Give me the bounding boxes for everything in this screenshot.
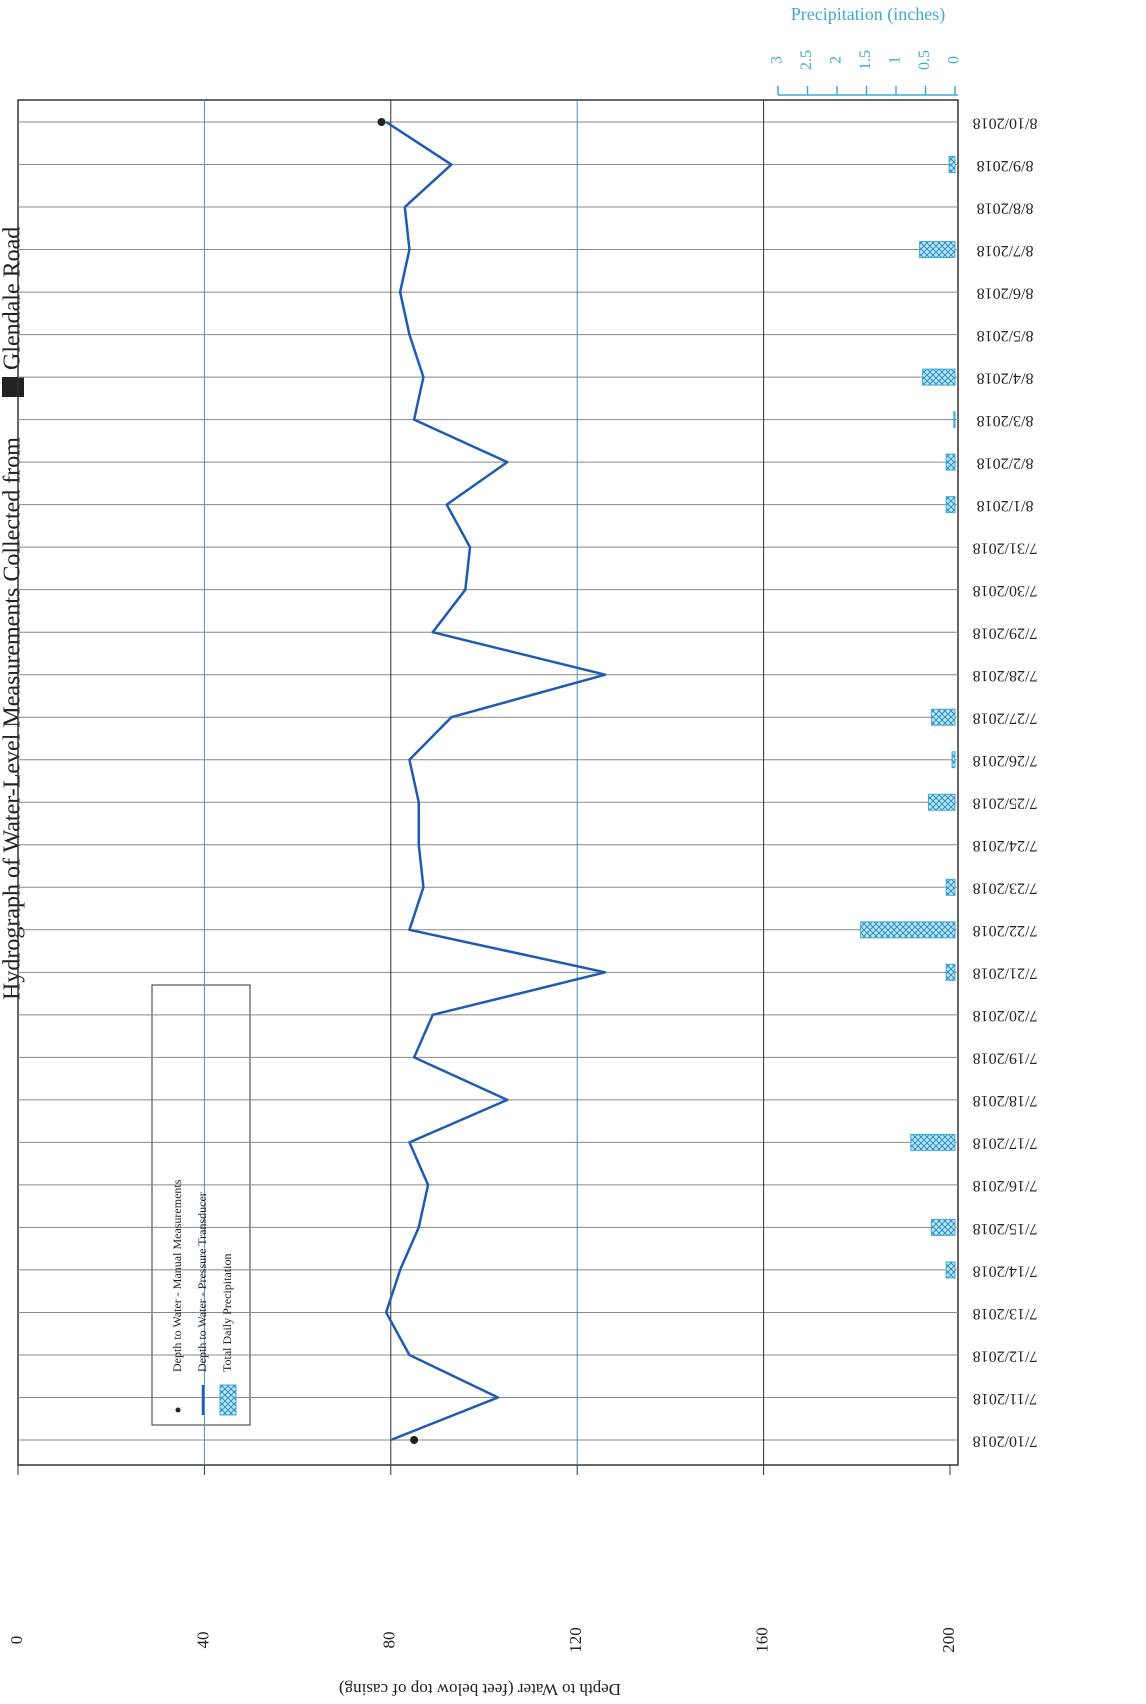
x-tick-label: 7/16/2018	[973, 1177, 1038, 1194]
x-tick-label: 8/8/2018	[977, 199, 1034, 216]
x-tick-label: 8/3/2018	[977, 412, 1034, 429]
legend	[151, 984, 251, 1426]
x-tick-label: 7/12/2018	[973, 1347, 1038, 1364]
x-tick-label: 8/9/2018	[977, 157, 1034, 174]
x-tick-label: 7/18/2018	[973, 1092, 1038, 1109]
manual-point	[410, 1436, 419, 1444]
y2-tick-label: 3	[769, 56, 786, 64]
precip-bar	[951, 751, 956, 769]
x-tick-label: 7/28/2018	[973, 667, 1038, 684]
plot-frame	[17, 99, 959, 1466]
depth-line	[384, 120, 607, 1442]
x-tick-label: 7/13/2018	[973, 1305, 1038, 1322]
legend-symbol	[219, 1384, 237, 1416]
x-tick-label: 7/22/2018	[973, 922, 1038, 939]
x-tick-label: 8/6/2018	[977, 284, 1034, 301]
y-tick-label: 0	[7, 1636, 26, 1645]
redaction	[2, 377, 24, 397]
x-tick-label: 8/4/2018	[977, 369, 1034, 386]
y-tick-label: 40	[193, 1632, 212, 1649]
y2-tick-label: 2.5	[798, 50, 815, 70]
precip-bar	[945, 963, 956, 981]
y2-tick-label: 1	[887, 56, 904, 64]
x-tick-label: 8/1/2018	[977, 497, 1034, 514]
x-tick-label: 7/14/2018	[973, 1262, 1038, 1279]
x-tick-label: 7/10/2018	[973, 1432, 1038, 1449]
x-tick-label: 7/15/2018	[973, 1220, 1038, 1237]
precip-bar	[948, 156, 956, 174]
x-tick-label: 7/25/2018	[973, 795, 1038, 812]
x-tick-label: 7/24/2018	[973, 837, 1038, 854]
y-tick-label: 200	[939, 1627, 958, 1653]
y-tick-label: 80	[380, 1632, 399, 1649]
precip-bar	[922, 368, 956, 386]
manual-point	[377, 118, 386, 126]
precip-bar	[930, 708, 956, 726]
y-tick-label: 160	[753, 1627, 772, 1653]
precip-bar	[953, 411, 956, 429]
x-tick-label: 7/17/2018	[973, 1135, 1038, 1152]
precip-bar	[910, 1133, 956, 1151]
y2-tick-label: 0.5	[916, 50, 933, 70]
y-axis-title: Depth to Water (feet below top of casing…	[339, 1680, 621, 1699]
precip-bar	[860, 921, 956, 939]
y-tick-label: 120	[566, 1627, 585, 1653]
legend-label: Depth to Water - Pressure Transducer	[195, 1192, 209, 1372]
precip-bar	[945, 1261, 956, 1279]
x-tick-label: 7/11/2018	[973, 1390, 1037, 1407]
x-tick-label: 8/5/2018	[977, 327, 1034, 344]
x-tick-label: 7/27/2018	[973, 710, 1038, 727]
x-tick-label: 7/26/2018	[973, 752, 1038, 769]
x-tick-label: 8/2/2018	[977, 454, 1034, 471]
x-tick-label: 7/30/2018	[973, 582, 1038, 599]
chart-title-end: Glendale Road	[0, 227, 26, 370]
precip-bar	[945, 878, 956, 896]
chart-title: Hydrograph of Water-Level Measurements C…	[0, 437, 26, 1000]
y2-tick-label: 0	[946, 56, 963, 64]
x-tick-label: 7/20/2018	[973, 1007, 1038, 1024]
precip-bar	[930, 1218, 956, 1236]
legend-symbol	[175, 1407, 181, 1413]
y2-tick-label: 1.5	[857, 50, 874, 70]
x-tick-label: 7/29/2018	[973, 625, 1038, 642]
x-tick-label: 7/19/2018	[973, 1050, 1038, 1067]
x-tick-label: 7/23/2018	[973, 880, 1038, 897]
x-tick-label: 7/21/2018	[973, 965, 1038, 982]
title-group: Hydrograph of Water-Level Measurements C…	[0, 227, 26, 1000]
precip-bar	[945, 496, 956, 514]
legend-label: Total Daily Precipitation	[220, 1254, 234, 1372]
y2-tick-label: 2	[828, 56, 845, 64]
x-tick-label: 8/10/2018	[973, 114, 1038, 131]
precip-bar	[945, 453, 956, 471]
precip-bar	[919, 241, 956, 259]
y2-axis-title: Precipitation (inches)	[791, 4, 945, 25]
legend-label: Depth to Water - Manual Measurements	[170, 1179, 184, 1372]
x-tick-label: 8/7/2018	[977, 242, 1034, 259]
x-tick-label: 7/31/2018	[973, 539, 1038, 556]
precip-bar	[927, 793, 956, 811]
